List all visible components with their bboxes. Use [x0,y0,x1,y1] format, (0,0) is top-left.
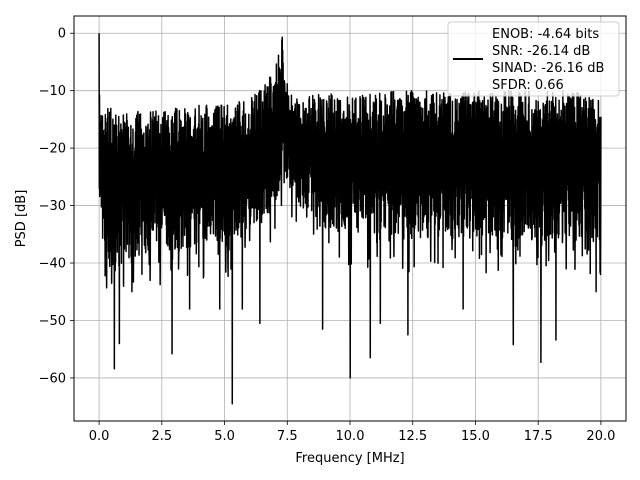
x-axis-label: Frequency [MHz] [295,451,404,466]
psd-trace-group [98,33,602,405]
legend-sfdr: SFDR: 0.66 [492,78,564,93]
x-tick-label: 2.5 [151,429,172,444]
legend-sinad: SINAD: -26.16 dB [492,61,604,76]
y-axis-ticks: 0 −10 −20 −30 −40 −50 −60 [39,27,74,386]
legend-enob: ENOB: -4.64 bits [492,27,599,42]
x-tick-label: 15.0 [461,429,490,444]
y-axis-label: PSD [dB] [14,190,29,248]
x-tick-label: 20.0 [586,429,615,444]
x-tick-label: 5.0 [214,429,235,444]
y-tick-label: −40 [39,257,66,272]
x-axis-ticks: 0.0 2.5 5.0 7.5 10.0 12.5 15.0 17.5 20.0 [89,421,615,444]
x-tick-label: 7.5 [277,429,298,444]
y-tick-label: −60 [39,371,66,386]
y-tick-label: −50 [39,314,66,329]
y-tick-label: 0 [58,27,66,42]
y-tick-label: −10 [39,84,66,99]
x-tick-label: 10.0 [336,429,365,444]
x-tick-label: 17.5 [524,429,553,444]
y-tick-label: −20 [39,142,66,157]
psd-series-line [98,33,602,405]
legend-box [447,21,620,97]
y-tick-label: −30 [39,199,66,214]
x-tick-label: 0.0 [89,429,110,444]
x-tick-label: 12.5 [398,429,427,444]
legend-snr: SNR: -26.14 dB [492,44,590,59]
plot-area [98,33,602,405]
legend: ENOB: -4.64 bits SNR: -26.14 dB SINAD: -… [447,21,620,97]
